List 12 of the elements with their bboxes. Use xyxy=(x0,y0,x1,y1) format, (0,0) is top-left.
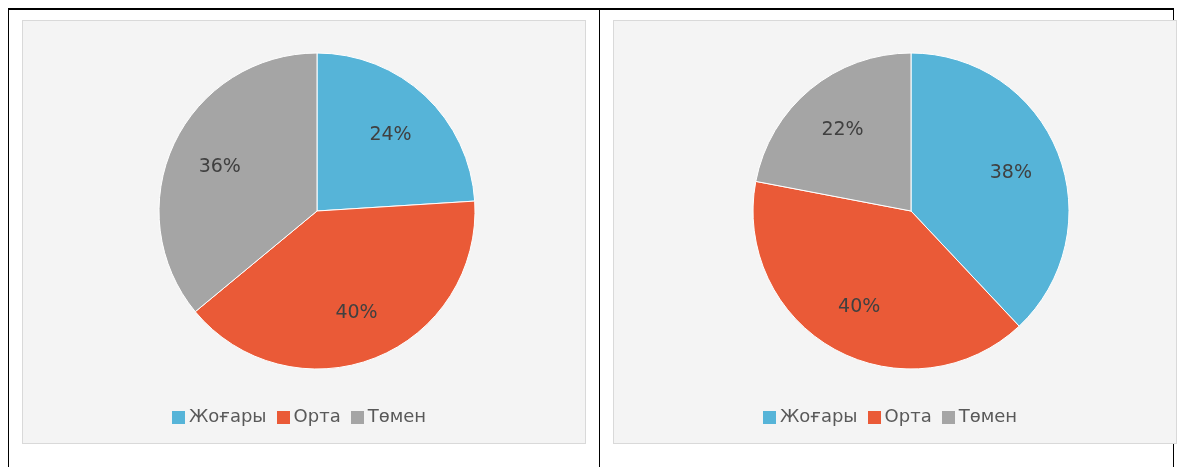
data-label: 36% xyxy=(198,154,241,177)
legend-label: Жоғары xyxy=(779,405,858,426)
legend-label: Орта xyxy=(884,405,932,426)
legend-label: Жоғары xyxy=(188,405,267,426)
data-label: 22% xyxy=(821,117,864,140)
legend-label: Орта xyxy=(293,405,341,426)
data-label: 38% xyxy=(989,160,1033,183)
data-label: 24% xyxy=(369,121,412,144)
data-label: 40% xyxy=(335,299,378,322)
legend-label: Төмен xyxy=(367,405,427,426)
data-label: 40% xyxy=(838,294,881,317)
legend-label: Төмен xyxy=(958,405,1018,426)
